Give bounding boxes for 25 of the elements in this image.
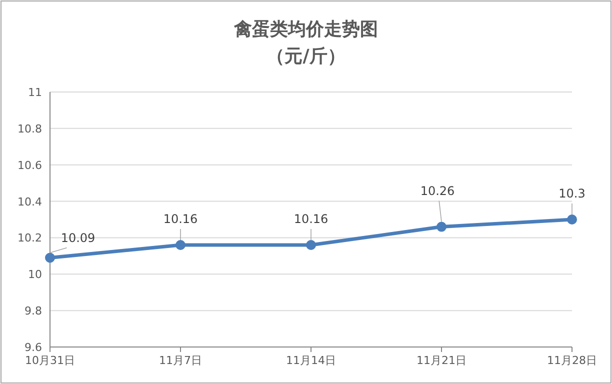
data-label: 10.3 (558, 186, 586, 200)
x-tick-label: 11月7日 (159, 354, 202, 367)
x-tick-label: 11月21日 (416, 354, 466, 367)
x-tick-label: 11月28日 (547, 354, 597, 367)
y-tick-label: 10.4 (18, 195, 42, 208)
y-tick-label: 10.8 (18, 122, 42, 136)
y-tick-label: 10.2 (18, 232, 42, 245)
y-tick-label: 9.8 (24, 304, 42, 318)
point (567, 214, 577, 224)
y-tick-label: 11 (28, 86, 42, 99)
y-tick-label: 9.6 (24, 341, 42, 354)
point (436, 222, 446, 232)
chart-subtitle: （元/斤） (266, 46, 346, 67)
data-label: 10.16 (294, 212, 328, 226)
x-tick-label: 10月31日 (25, 354, 75, 367)
data-label: 10.09 (60, 230, 96, 245)
y-tick-label: 10.6 (18, 158, 42, 172)
x-tick-label: 11月14日 (286, 354, 336, 367)
point (176, 240, 186, 250)
chart-title: 禽蛋类均价走势图 (233, 19, 378, 40)
data-label: 10.26 (420, 184, 455, 198)
point (306, 240, 316, 250)
data-label: 10.16 (163, 212, 198, 226)
point (45, 252, 55, 263)
y-tick-label: 10 (28, 268, 42, 282)
